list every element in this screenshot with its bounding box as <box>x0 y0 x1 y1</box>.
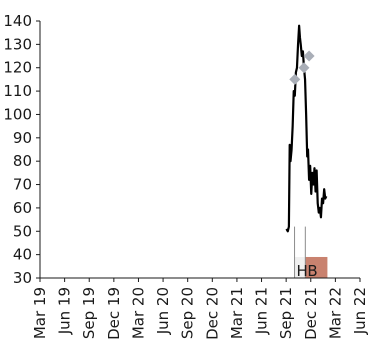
x-tick-label: Mar 22 <box>326 287 344 339</box>
diamond-marker <box>289 73 301 85</box>
y-tick-label: 60 <box>13 199 32 217</box>
y-tick-label: 110 <box>3 82 32 100</box>
x-tick-label: Dec 20 <box>203 287 221 340</box>
y-tick-label: 90 <box>13 129 32 147</box>
x-tick-label: Sep 21 <box>277 287 295 339</box>
y-tick-label: 50 <box>13 222 32 240</box>
x-tick-label: Dec 19 <box>105 287 123 340</box>
series-line <box>285 24 328 233</box>
band-rect <box>294 256 306 278</box>
band-rect <box>305 256 328 278</box>
x-tick-label: Mar 20 <box>129 287 147 339</box>
diamond-marker <box>303 50 315 62</box>
x-tick-label: Jun 20 <box>154 287 172 335</box>
x-tick-label: Jun 22 <box>351 287 368 335</box>
x-axis: Mar 19 Jun 19 Sep 19 Dec 19 Mar 20 Jun 20 Sep … <box>31 277 368 340</box>
plot-area <box>285 24 328 233</box>
band-label: H <box>297 262 308 280</box>
y-tick-label: 30 <box>13 269 32 287</box>
band-divider-lines <box>294 226 306 278</box>
diamond-marker <box>298 62 310 74</box>
x-tick-label: Jun 21 <box>253 287 271 335</box>
bands <box>294 256 328 278</box>
x-tick-label: Sep 19 <box>80 287 98 339</box>
x-tick-label: Mar 21 <box>228 287 246 339</box>
y-tick-label: 40 <box>13 246 32 264</box>
y-axis: 30 40 50 60 70 80 90 100 110 120 130 140 <box>3 12 41 287</box>
x-tick-label: Jun 19 <box>56 287 74 335</box>
x-tick-label: Sep 20 <box>179 287 197 339</box>
y-tick-label: 80 <box>13 152 32 170</box>
y-tick-label: 100 <box>3 105 32 123</box>
y-tick-label: 70 <box>13 176 32 194</box>
y-tick-label: 120 <box>3 59 32 77</box>
x-tick-label: Dec 21 <box>302 287 320 340</box>
band-label: B <box>307 262 317 280</box>
y-tick-label: 130 <box>3 35 32 53</box>
y-tick-label: 140 <box>3 12 32 30</box>
x-tick-label: Mar 19 <box>31 287 49 339</box>
